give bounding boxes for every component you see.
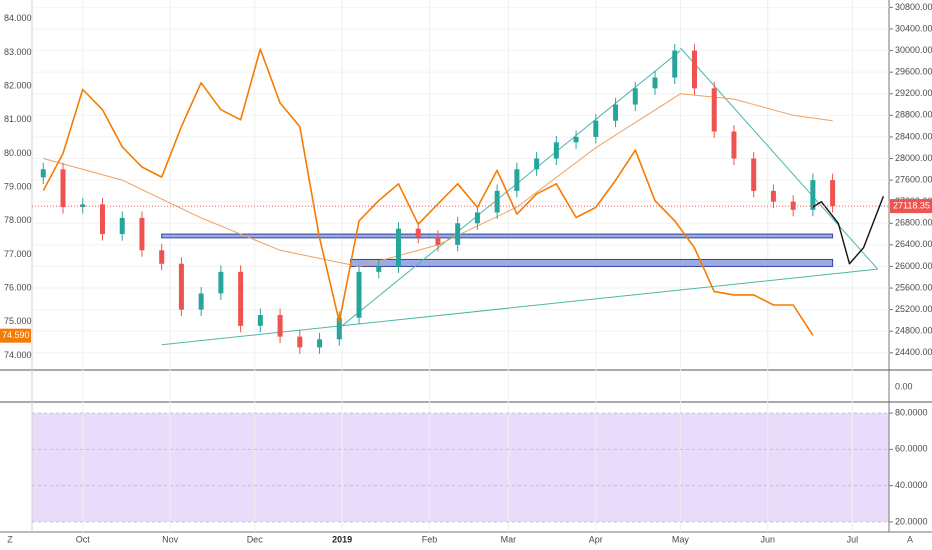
left-axis-tick: 79.000 <box>4 182 32 192</box>
candle <box>534 158 540 170</box>
candle <box>593 120 599 137</box>
x-axis-tick: 2019 <box>332 534 352 544</box>
right-axis-tick: 28800.00 <box>895 110 932 120</box>
last-price-label: 27118.35 <box>893 200 930 210</box>
right-axis-tick: 28400.00 <box>895 131 932 141</box>
right-axis-tick: 26800.00 <box>895 218 932 228</box>
candle <box>711 88 717 132</box>
candle <box>553 142 559 159</box>
right-axis-tick: 26000.00 <box>895 261 932 271</box>
candle <box>257 315 263 326</box>
x-axis-tick: Jun <box>761 534 776 544</box>
candle <box>632 88 638 105</box>
candle <box>770 190 776 202</box>
candle <box>751 158 757 191</box>
candle <box>60 169 66 208</box>
candle <box>652 77 658 89</box>
candle <box>297 336 303 348</box>
candle <box>810 180 816 210</box>
left-axis-tick: 80.000 <box>4 148 32 158</box>
left-axis-tick: 76.000 <box>4 283 32 293</box>
x-axis-tick: Dec <box>247 534 264 544</box>
left-axis-tick: 74.000 <box>4 350 32 360</box>
right-axis-tick: 30000.00 <box>895 45 932 55</box>
right-axis-tick: 29200.00 <box>895 88 932 98</box>
candle <box>178 263 184 310</box>
left-value-badge <box>0 328 31 343</box>
last-price-badge <box>890 199 932 214</box>
candle <box>336 317 342 340</box>
candle <box>731 131 737 159</box>
x-axis-tick: Apr <box>589 534 603 544</box>
candle <box>80 204 86 208</box>
rsi-axis-tick: 60.0000 <box>895 444 928 454</box>
candle <box>277 315 283 337</box>
candle <box>395 228 401 267</box>
trend-line <box>341 50 681 327</box>
left-axis-tick: 78.000 <box>4 215 32 225</box>
candle <box>40 169 46 178</box>
rsi-band <box>32 413 889 522</box>
left-axis-tick: 83.000 <box>4 47 32 57</box>
candle <box>514 169 520 191</box>
candle <box>435 236 441 245</box>
right-axis-tick: 25600.00 <box>895 282 932 292</box>
left-axis-tick: 84.000 <box>4 13 32 23</box>
right-axis-tick: 26400.00 <box>895 239 932 249</box>
candle <box>139 217 145 251</box>
candle <box>672 50 678 78</box>
candle <box>218 271 224 294</box>
x-axis-tick: Jul <box>847 534 859 544</box>
candle <box>790 201 796 210</box>
candle <box>415 228 421 237</box>
candle <box>830 180 836 207</box>
right-axis-tick: 24800.00 <box>895 326 932 336</box>
rsi-axis-tick: 80.0000 <box>895 407 928 417</box>
left-axis-tick: 77.000 <box>4 249 32 259</box>
candle <box>99 204 105 235</box>
candle <box>613 104 619 121</box>
right-axis-tick: 30400.00 <box>895 23 932 33</box>
candle <box>376 266 382 272</box>
orange-series-line <box>42 48 814 336</box>
candle <box>317 339 323 348</box>
candle <box>119 217 125 235</box>
right-axis-tick: 25200.00 <box>895 304 932 314</box>
projection-path <box>812 196 885 265</box>
candle <box>494 190 500 213</box>
candle <box>198 293 204 310</box>
rsi-axis-tick: 40.0000 <box>895 480 928 490</box>
right-axis-tick: 28000.00 <box>895 153 932 163</box>
right-axis-tick: 27600.00 <box>895 174 932 184</box>
support-zone <box>161 233 834 239</box>
candle <box>238 271 244 326</box>
candle <box>356 271 362 318</box>
candle <box>573 136 579 143</box>
x-axis-tick: Oct <box>76 534 91 544</box>
left-axis-tick: 75.000 <box>4 316 32 326</box>
candle <box>159 250 165 264</box>
right-axis-tick: 29600.00 <box>895 67 932 77</box>
candle <box>474 212 480 224</box>
zoom-button[interactable]: Z <box>7 534 13 544</box>
left-axis-tick: 82.000 <box>4 81 32 91</box>
trend-line <box>680 47 879 270</box>
left-axis-tick: 81.000 <box>4 114 32 124</box>
rsi-axis-tick: 20.0000 <box>895 516 928 526</box>
lower-pane-tick: 0.00 <box>895 381 913 391</box>
right-axis-tick: 30800.00 <box>895 2 932 12</box>
auto-scale-button[interactable]: A <box>907 534 913 544</box>
x-axis-tick: Nov <box>162 534 179 544</box>
x-axis-tick: Feb <box>422 534 438 544</box>
candle <box>691 50 697 89</box>
x-axis-tick: Mar <box>501 534 517 544</box>
left-value-label: 74.590 <box>2 330 30 340</box>
candle <box>455 223 461 245</box>
x-axis-tick: May <box>672 534 690 544</box>
right-axis-tick: 24400.00 <box>895 347 932 357</box>
